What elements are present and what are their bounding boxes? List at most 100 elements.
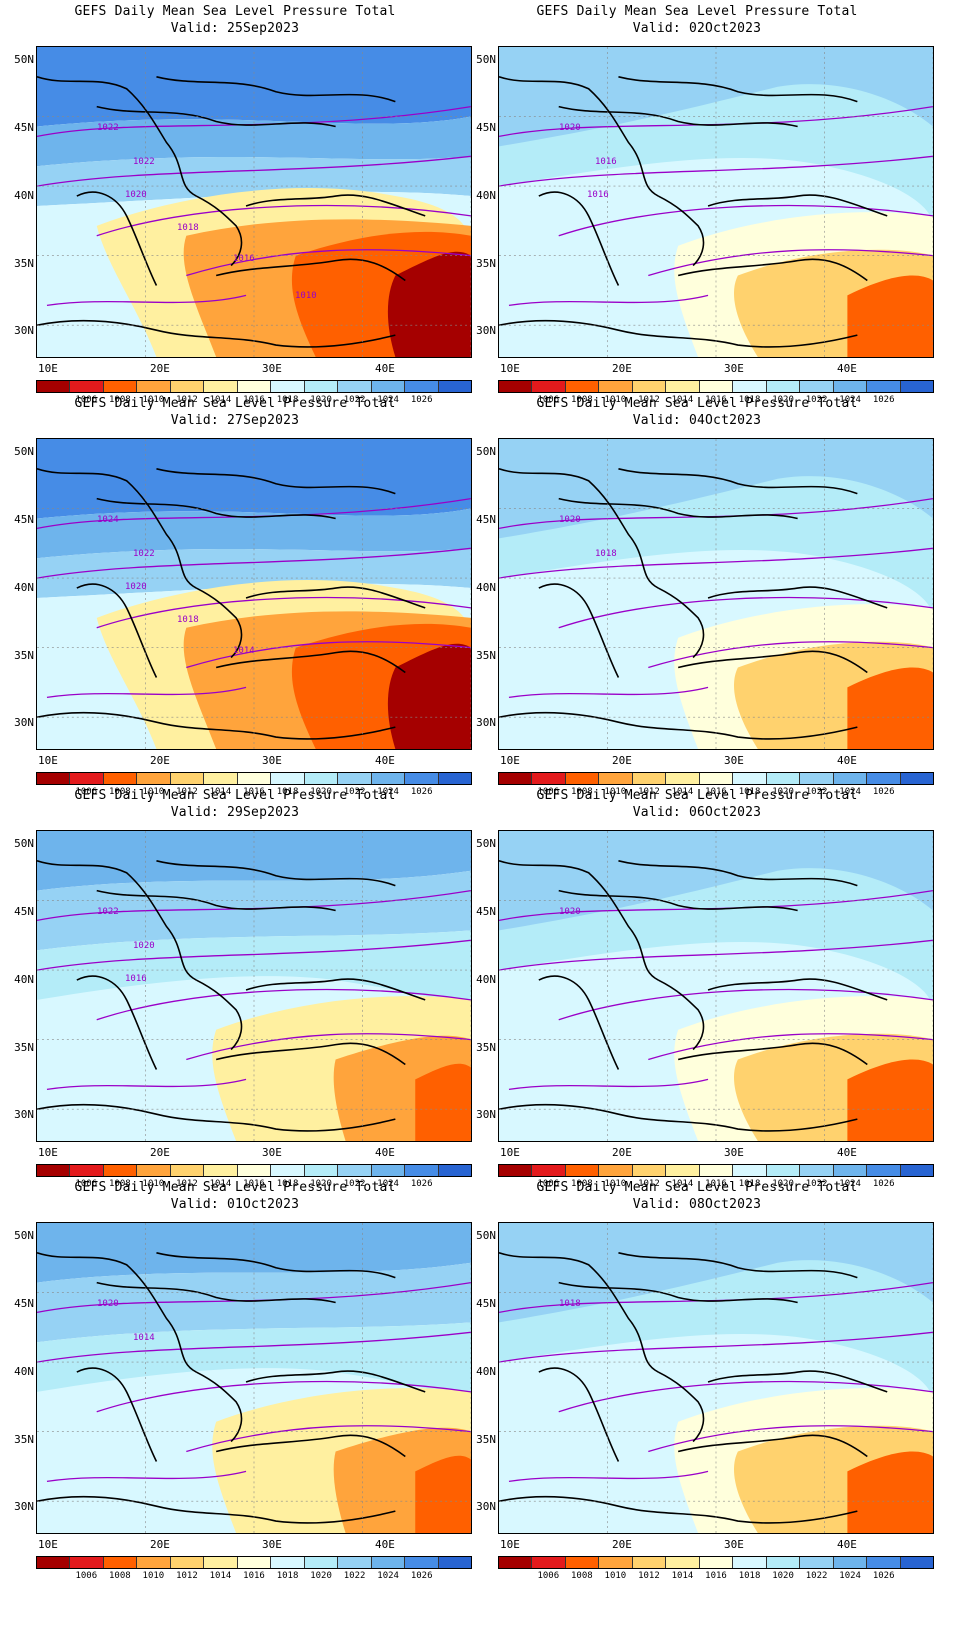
panel-valid-date: Valid: 04Oct2023 <box>632 413 762 428</box>
coastline <box>76 191 158 286</box>
coastline <box>37 1252 197 1373</box>
coastline <box>156 76 396 103</box>
colorbar-swatch <box>599 773 633 784</box>
colorbar-label: 1022 <box>343 1179 366 1189</box>
coastline <box>76 975 158 1070</box>
colorbar-label: 1022 <box>805 1179 828 1189</box>
colorbar-swatch <box>666 1165 700 1176</box>
longitude-label: 10E <box>500 1146 520 1159</box>
colorbar-label: 1006 <box>537 787 560 797</box>
pressure-band <box>387 643 471 749</box>
colorbar-swatch <box>204 381 238 392</box>
colorbar-swatch <box>338 381 372 392</box>
pressure-band <box>37 831 471 891</box>
colorbar-swatch <box>304 1165 339 1176</box>
map-panel: GEFS Daily Mean Sea Level Pressure Total… <box>462 0 934 410</box>
colorbar-swatch <box>170 773 205 784</box>
coastline <box>195 195 243 267</box>
colorbar-label: 1020 <box>310 787 332 797</box>
longitude-label: 20E <box>150 1146 170 1159</box>
panel-valid-date: Valid: 02Oct2023 <box>632 21 762 36</box>
colorbar-label: 1006 <box>537 1571 560 1581</box>
isobar <box>186 1033 471 1061</box>
coastline <box>538 583 620 678</box>
colorbar-swatch <box>170 1557 205 1568</box>
colorbar-swatch <box>699 773 734 784</box>
isobar <box>46 294 247 306</box>
coastline <box>677 650 868 674</box>
coastline <box>499 76 659 197</box>
map-panel: GEFS Daily Mean Sea Level Pressure Total… <box>462 784 934 1194</box>
colorbar-swatch <box>371 381 406 392</box>
coastline <box>37 468 197 589</box>
colorbar-swatch <box>733 1557 767 1568</box>
isobar <box>46 686 247 698</box>
coastline <box>707 586 888 609</box>
colorbar-swatch <box>103 1557 138 1568</box>
longitude-label: 30E <box>262 754 282 767</box>
colorbar-label: 1020 <box>772 787 794 797</box>
longitude-label: 30E <box>262 1538 282 1551</box>
latitude-label: 50N <box>14 1229 34 1242</box>
map-panel: GEFS Daily Mean Sea Level Pressure Total… <box>0 784 472 1194</box>
latitude-label: 30N <box>14 716 34 729</box>
isobar <box>46 1470 247 1482</box>
panel-valid-date: Valid: 25Sep2023 <box>170 21 300 36</box>
pressure-map: 1024 1022 1020 1018 1014 <box>36 438 472 750</box>
colorbar-label: 1012 <box>176 395 198 405</box>
pressure-map: 1020 1014 <box>36 1222 472 1534</box>
colorbar-swatch <box>271 381 305 392</box>
colorbar-label: 1026 <box>872 787 895 797</box>
latitude-label: 30N <box>14 1108 34 1121</box>
colorbar-label: 1016 <box>243 787 265 797</box>
colorbar-label: 1026 <box>410 1179 433 1189</box>
pressure-band <box>37 1223 471 1283</box>
colorbar-swatch <box>867 773 901 784</box>
colorbar-label: 1024 <box>377 1571 399 1581</box>
colorbar-swatch <box>833 381 868 392</box>
colorbar-label: 1010 <box>604 1179 627 1189</box>
coastline <box>538 1367 620 1462</box>
latitude-label: 40N <box>476 189 496 202</box>
longitude-label: 40E <box>375 1538 395 1551</box>
colorbar-label: 1006 <box>75 787 98 797</box>
colorbar-swatch <box>666 1557 700 1568</box>
longitude-label: 20E <box>150 362 170 375</box>
isobar <box>37 1281 471 1314</box>
colorbar-swatch <box>237 381 272 392</box>
colorbar-label: 1012 <box>176 787 198 797</box>
colorbar <box>498 1556 934 1569</box>
colorbar-label: 1012 <box>176 1571 198 1581</box>
coastline <box>156 468 396 495</box>
longitude-label: 30E <box>724 1538 744 1551</box>
longitude-label: 30E <box>262 1146 282 1159</box>
coastline <box>96 105 336 128</box>
colorbar-swatch <box>204 1557 238 1568</box>
colorbar-swatch <box>833 1557 868 1568</box>
latitude-label: 45N <box>14 1297 34 1310</box>
latitude-label: 35N <box>476 1041 496 1054</box>
pressure-map: 1020 <box>498 830 934 1142</box>
colorbar-label: 1016 <box>705 1571 727 1581</box>
colorbar-label: 1016 <box>243 395 265 405</box>
colorbar-swatch <box>170 381 205 392</box>
colorbar-label: 1012 <box>638 787 660 797</box>
latitude-label: 40N <box>14 1365 34 1378</box>
colorbar-swatch <box>438 773 472 784</box>
colorbar-swatch <box>371 1165 406 1176</box>
latitude-label: 50N <box>14 445 34 458</box>
contour-label: 1020 <box>559 907 581 917</box>
colorbar-swatch <box>632 773 667 784</box>
contour-label: 1016 <box>595 157 617 167</box>
colorbar <box>36 1164 472 1177</box>
contour-label: 1022 <box>97 907 119 917</box>
colorbar-label: 1026 <box>872 1179 895 1189</box>
colorbar-label: 1014 <box>671 395 694 405</box>
coastline <box>156 860 396 887</box>
latitude-label: 35N <box>476 1433 496 1446</box>
colorbar-label: 1008 <box>109 395 131 405</box>
coastline <box>499 319 858 348</box>
coastline <box>657 1371 705 1443</box>
latitude-label: 35N <box>14 1433 34 1446</box>
colorbar-swatch <box>699 381 734 392</box>
